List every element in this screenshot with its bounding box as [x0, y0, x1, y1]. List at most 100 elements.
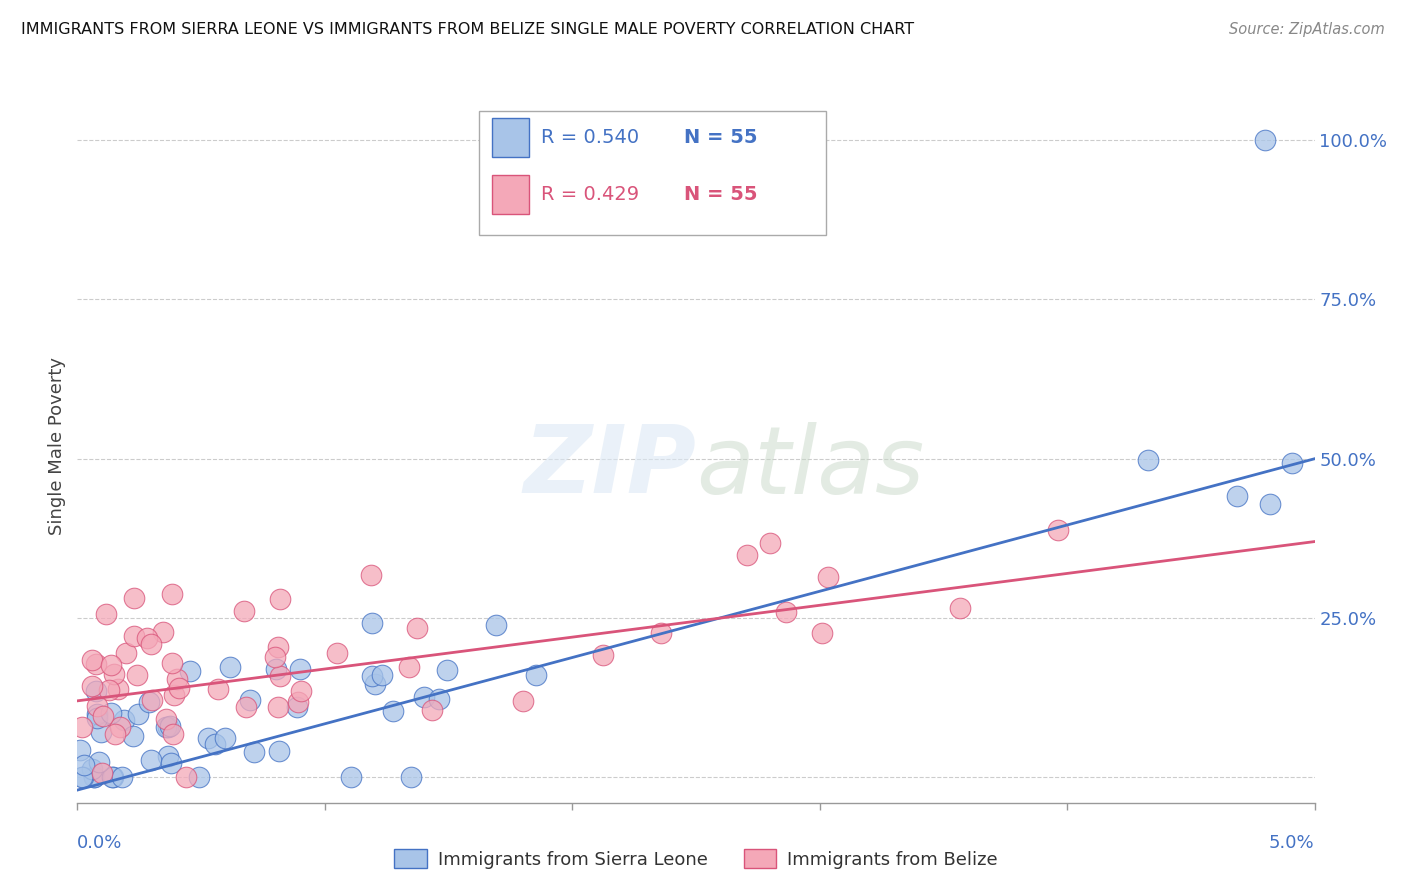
- Text: N = 55: N = 55: [683, 128, 756, 147]
- Point: [285, 700, 308, 714]
- Point: [267, 700, 290, 714]
- Point: [1225, 489, 1247, 503]
- Point: [1254, 133, 1277, 147]
- Point: [381, 704, 404, 718]
- Point: [159, 719, 181, 733]
- Point: [405, 621, 427, 635]
- Point: [427, 691, 450, 706]
- Text: 5.0%: 5.0%: [1270, 834, 1315, 852]
- Point: [269, 669, 291, 683]
- Point: [138, 695, 160, 709]
- Point: [339, 770, 361, 784]
- Point: [127, 706, 149, 721]
- Point: [179, 664, 201, 678]
- Point: [775, 605, 797, 619]
- Point: [174, 770, 197, 784]
- Point: [83, 770, 105, 784]
- Point: [1047, 523, 1070, 537]
- Point: [160, 756, 183, 770]
- Point: [155, 720, 177, 734]
- Point: [197, 731, 219, 745]
- Point: [84, 684, 107, 698]
- Point: [364, 677, 387, 691]
- Point: [136, 631, 159, 645]
- Point: [204, 737, 226, 751]
- Point: [243, 745, 266, 759]
- Point: [436, 663, 458, 677]
- Bar: [492, 118, 529, 157]
- Point: [269, 592, 291, 607]
- Text: N = 55: N = 55: [683, 186, 756, 204]
- Point: [156, 748, 179, 763]
- Point: [288, 662, 311, 676]
- Point: [810, 625, 832, 640]
- Point: [759, 536, 782, 550]
- Point: [73, 757, 96, 772]
- Text: R = 0.429: R = 0.429: [541, 186, 640, 204]
- Point: [152, 625, 174, 640]
- Point: [167, 681, 190, 695]
- Point: [512, 694, 534, 708]
- Point: [90, 724, 112, 739]
- Point: [141, 693, 163, 707]
- Text: atlas: atlas: [696, 422, 924, 513]
- Bar: [492, 175, 529, 214]
- Point: [949, 601, 972, 615]
- Point: [91, 708, 114, 723]
- Point: [115, 646, 138, 660]
- Point: [112, 713, 135, 727]
- FancyBboxPatch shape: [479, 111, 825, 235]
- Point: [290, 684, 312, 698]
- Point: [1258, 497, 1281, 511]
- Point: [218, 660, 240, 674]
- Point: [420, 703, 443, 717]
- Point: [266, 662, 288, 676]
- Point: [737, 549, 759, 563]
- Point: [104, 727, 127, 741]
- Point: [69, 742, 91, 756]
- Point: [72, 770, 94, 784]
- Legend: Immigrants from Sierra Leone, Immigrants from Belize: Immigrants from Sierra Leone, Immigrants…: [387, 842, 1005, 876]
- Point: [166, 672, 188, 686]
- Point: [162, 727, 184, 741]
- Y-axis label: Single Male Poverty: Single Male Poverty: [48, 357, 66, 535]
- Point: [157, 720, 180, 734]
- Point: [155, 712, 177, 726]
- Point: [100, 770, 122, 784]
- Point: [122, 629, 145, 643]
- Point: [82, 679, 104, 693]
- Point: [361, 669, 384, 683]
- Point: [100, 706, 122, 720]
- Point: [160, 587, 183, 601]
- Text: Source: ZipAtlas.com: Source: ZipAtlas.com: [1229, 22, 1385, 37]
- Point: [207, 682, 229, 697]
- Point: [267, 744, 290, 758]
- Point: [163, 688, 186, 702]
- Point: [360, 568, 382, 582]
- Point: [188, 770, 211, 784]
- Point: [398, 660, 420, 674]
- Point: [80, 653, 103, 667]
- Point: [817, 570, 839, 584]
- Point: [214, 731, 236, 746]
- Point: [96, 607, 118, 621]
- Point: [111, 770, 134, 784]
- Point: [122, 591, 145, 606]
- Point: [107, 681, 129, 696]
- Point: [650, 625, 672, 640]
- Point: [70, 770, 93, 784]
- Text: ZIP: ZIP: [523, 421, 696, 514]
- Point: [233, 604, 256, 618]
- Point: [103, 667, 125, 681]
- Point: [326, 646, 349, 660]
- Point: [82, 762, 104, 776]
- Point: [122, 729, 145, 743]
- Point: [399, 770, 422, 784]
- Point: [1136, 452, 1159, 467]
- Point: [103, 770, 125, 784]
- Point: [97, 683, 120, 698]
- Point: [108, 720, 131, 734]
- Point: [89, 756, 111, 770]
- Point: [125, 668, 148, 682]
- Text: R = 0.540: R = 0.540: [541, 128, 640, 147]
